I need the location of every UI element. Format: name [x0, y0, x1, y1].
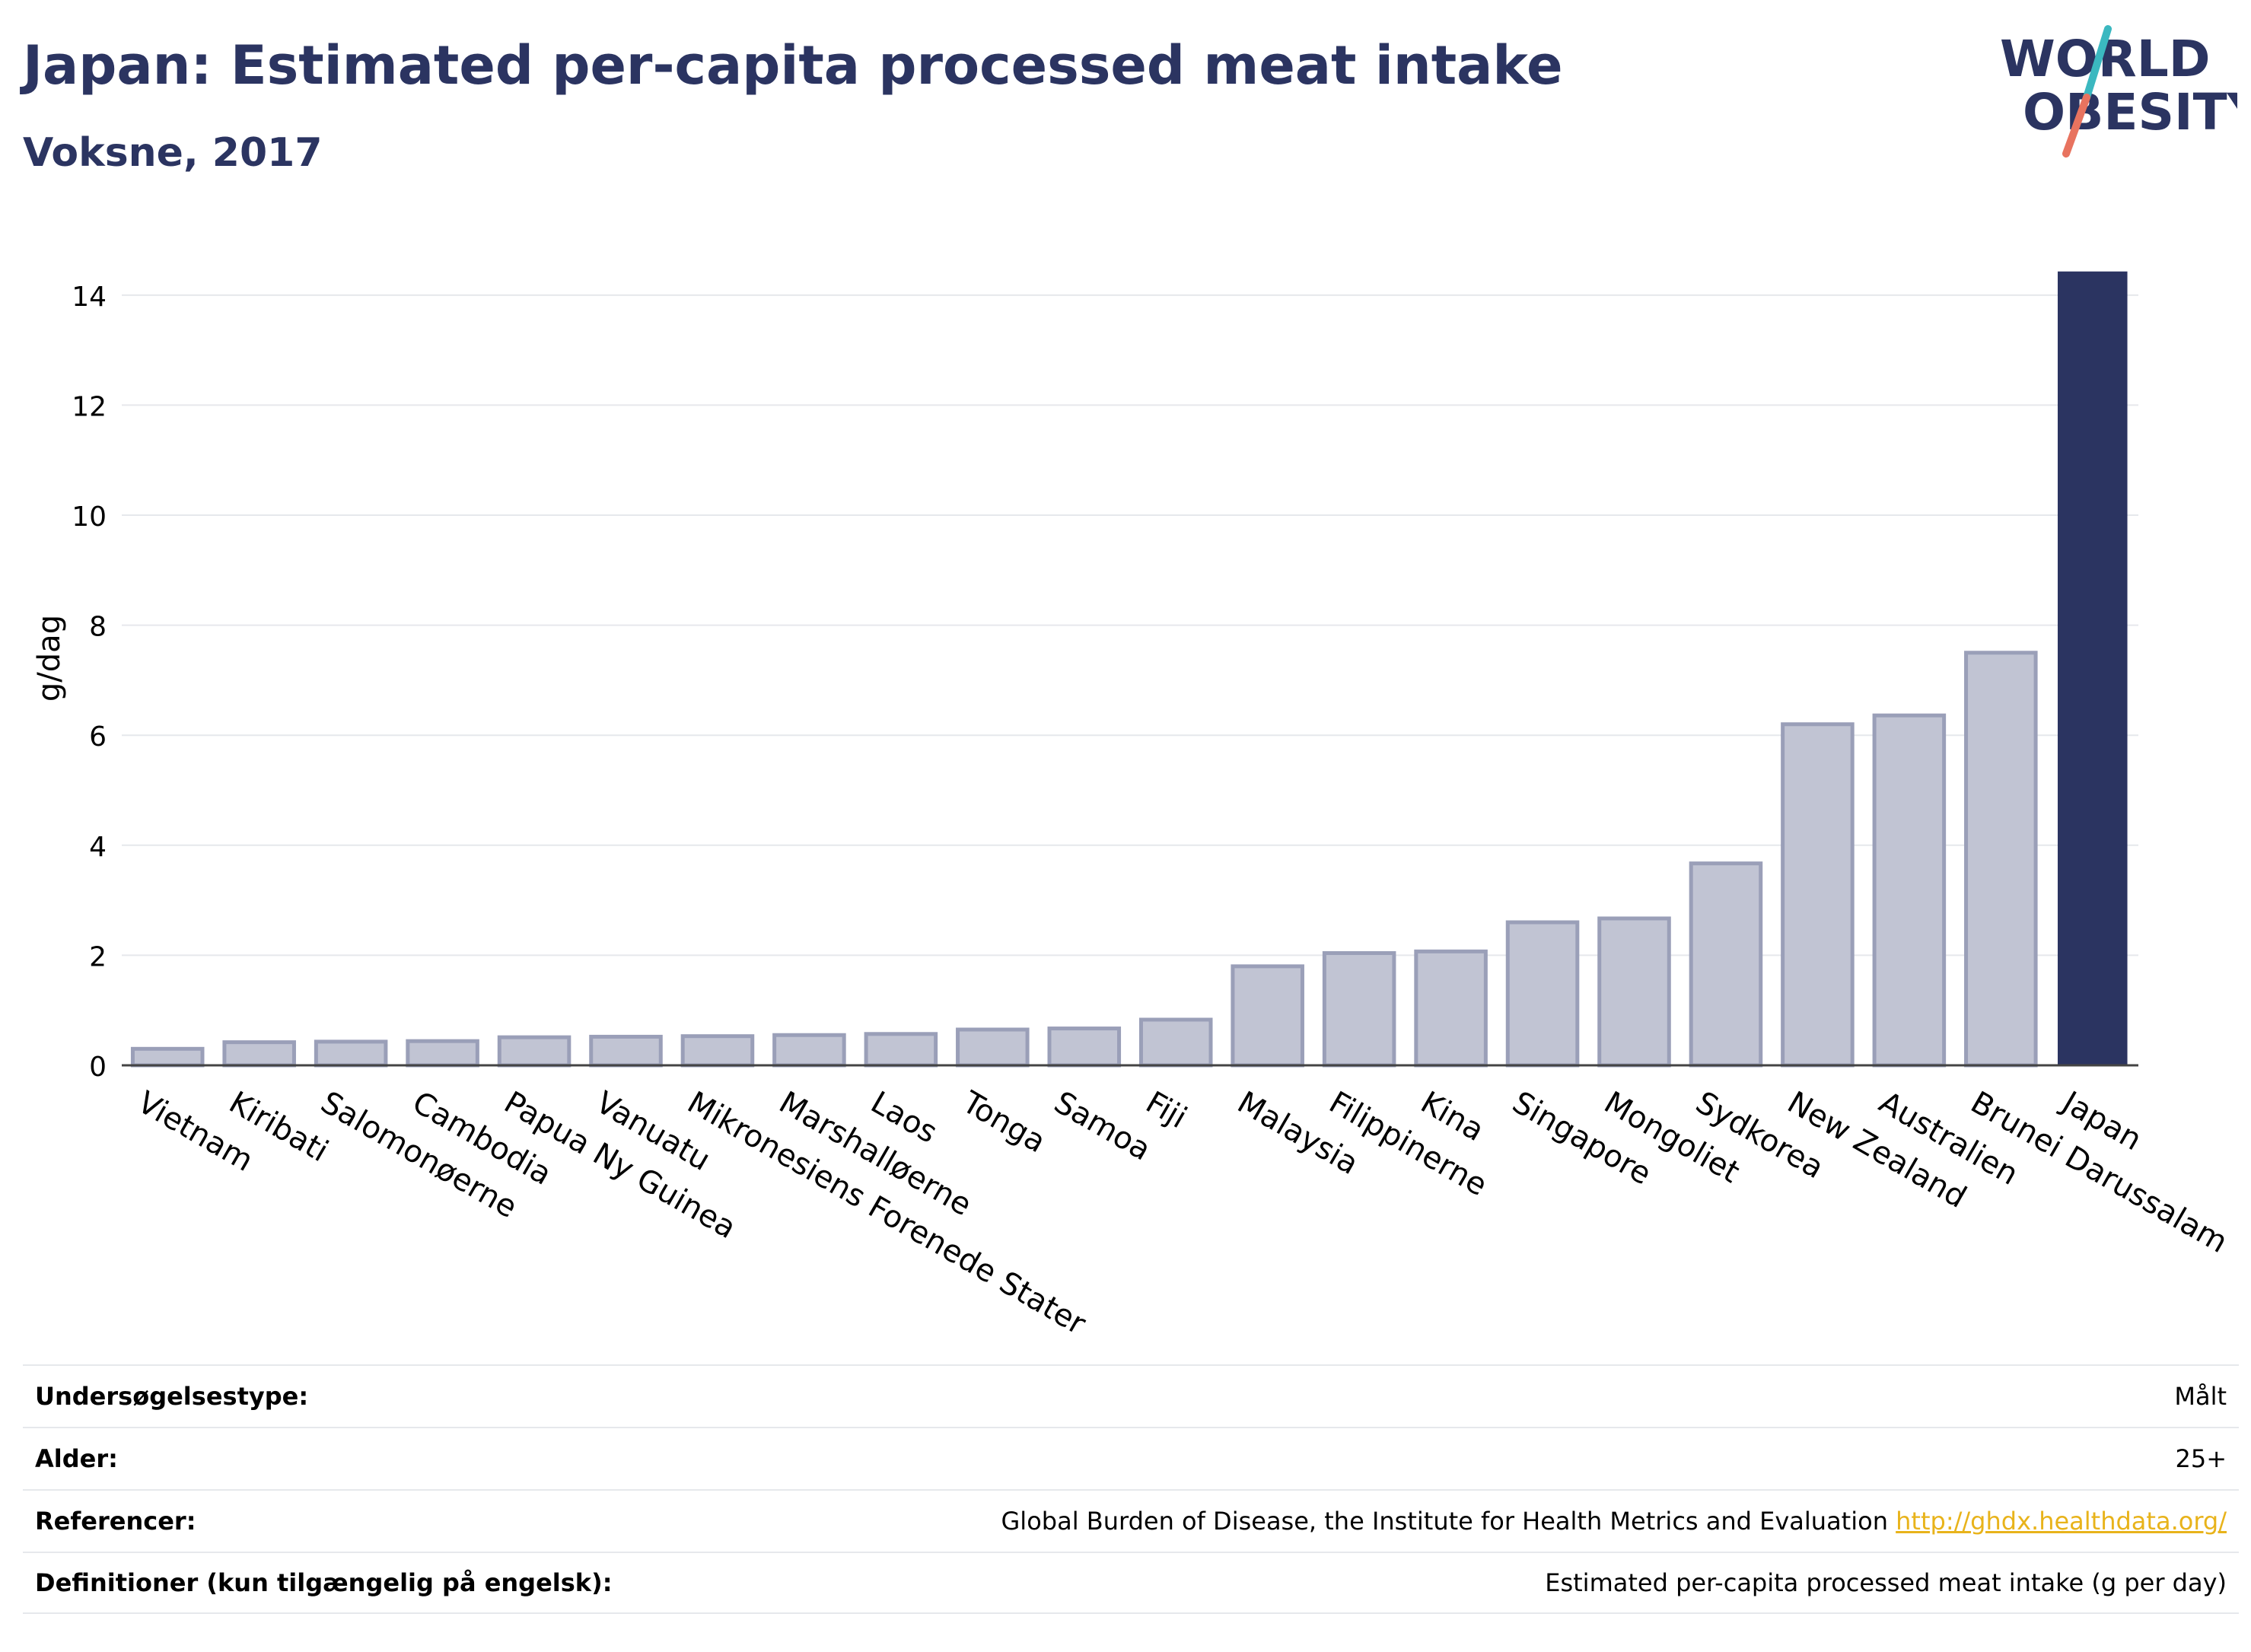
bar-japan: [2058, 271, 2128, 1065]
info-value: Global Burden of Disease, the Institute …: [1001, 1507, 2227, 1536]
bar-marshall-erne: [772, 1033, 846, 1068]
y-tick-label: 2: [89, 941, 107, 972]
info-row-survey-type: Undersøgelsestype: Målt: [23, 1364, 2239, 1427]
reference-link[interactable]: http://ghdx.healthdata.org/: [1896, 1507, 2227, 1536]
bar-brunei-darussalam: [1964, 651, 2038, 1068]
bar-kina: [1414, 949, 1488, 1068]
info-value: Estimated per-capita processed meat inta…: [1545, 1568, 2227, 1597]
bar-new-zealand: [1781, 722, 1855, 1068]
bar-vietnam: [130, 1046, 205, 1068]
info-label: Definitioner (kun tilgængelig på engelsk…: [35, 1568, 613, 1597]
bar-vanuatu: [589, 1034, 663, 1068]
x-tick-label: Samoa: [1048, 1085, 1156, 1168]
x-tick-label: Fiji: [1140, 1085, 1192, 1136]
y-axis-title: g/dag: [32, 615, 67, 702]
bar-singapore: [1505, 920, 1580, 1068]
bar-cambodia: [406, 1039, 479, 1068]
info-value: 25+: [2175, 1444, 2227, 1473]
x-tick-label: Tonga: [956, 1084, 1052, 1160]
chart-subtitle: Voksne, 2017: [23, 130, 323, 176]
world-obesity-logo: WORLD OBESITY: [2000, 25, 2237, 158]
info-value: Målt: [2174, 1382, 2227, 1411]
bar-mongoliet: [1597, 916, 1671, 1068]
bar-malaysia: [1231, 964, 1304, 1068]
bar-salomon-erne: [314, 1039, 388, 1068]
bar-chart: 0 2 4 6 8 10 12 14 VietnamKiribatiSalomonøerneC…: [32, 271, 2233, 1339]
bar-tonga: [956, 1027, 1030, 1068]
y-tick-labels: 0 2 4 6 8 10 12 14: [72, 282, 107, 1083]
bars: [130, 271, 2128, 1068]
info-table: Undersøgelsestype: Målt Alder: 25+ Refer…: [23, 1364, 2239, 1614]
chart-title: Japan: Estimated per-capita processed me…: [23, 34, 1563, 97]
logo-slash-teal: [2083, 25, 2112, 101]
info-label: Alder:: [35, 1444, 118, 1473]
info-row-age: Alder: 25+: [23, 1427, 2239, 1489]
bar-filippinerne: [1322, 951, 1396, 1068]
reference-text: Global Burden of Disease, the Institute …: [1001, 1507, 1888, 1536]
info-row-references: Referencer: Global Burden of Disease, th…: [23, 1489, 2239, 1552]
y-tick-label: 12: [72, 391, 107, 422]
logo-slash-coral: [2062, 94, 2090, 158]
info-label: Undersøgelsestype:: [35, 1382, 309, 1411]
logo-text-obesity: OBESITY: [2023, 83, 2237, 142]
x-tick-labels: VietnamKiribatiSalomonøerneCambodiaPapua…: [132, 1084, 2233, 1339]
y-tick-label: 14: [72, 282, 107, 313]
bar-laos: [864, 1032, 938, 1068]
bar-mikronesiens-forenede-stater: [680, 1034, 755, 1068]
y-tick-label: 8: [89, 612, 107, 643]
bar-kiribati: [222, 1040, 296, 1068]
info-label: Referencer:: [35, 1507, 196, 1536]
y-tick-label: 4: [89, 832, 107, 863]
bar-australien: [1872, 713, 1947, 1068]
y-tick-label: 10: [72, 501, 107, 533]
y-tick-label: 0: [89, 1052, 107, 1083]
y-tick-label: 6: [89, 721, 107, 753]
info-row-definitions: Definitioner (kun tilgængelig på engelsk…: [23, 1552, 2239, 1614]
bar-samoa: [1047, 1027, 1122, 1068]
bar-sydkorea: [1689, 861, 1763, 1068]
bar-papua-ny-guinea: [497, 1035, 572, 1068]
bar-fiji: [1138, 1017, 1213, 1068]
